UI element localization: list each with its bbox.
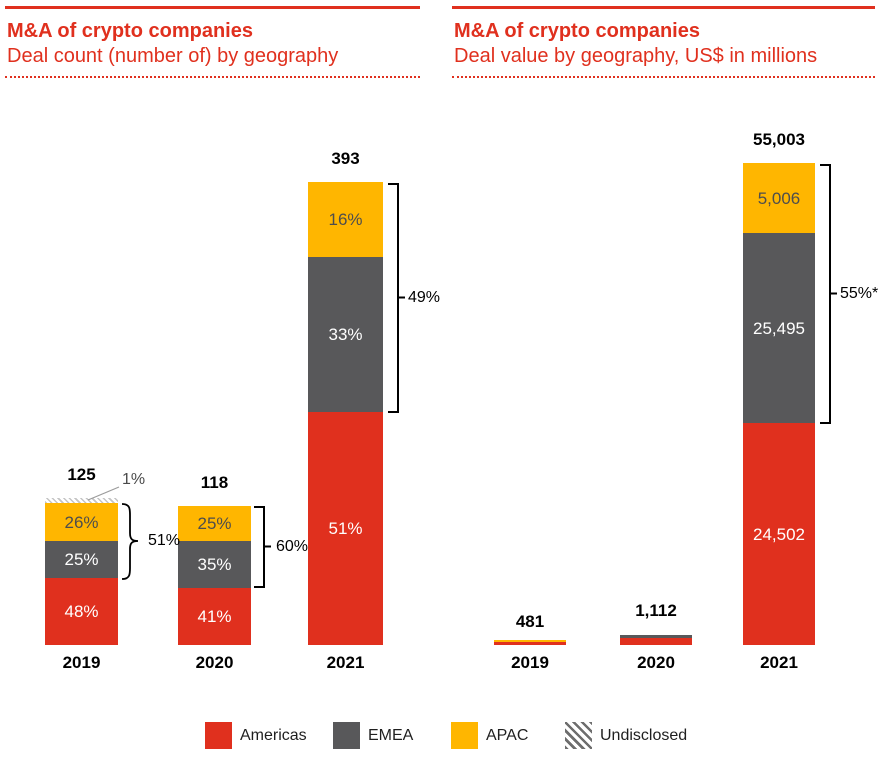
bar-deal-value-2019 bbox=[494, 640, 566, 645]
segment-emea-2020: 35% bbox=[178, 541, 251, 588]
bracket-label-deal-count-0: 51% bbox=[148, 532, 181, 549]
bracket-deal-count-1 bbox=[254, 506, 271, 588]
year-label-deal-count-2021: 2021 bbox=[326, 653, 365, 672]
total-label-deal-count-2021: 393 bbox=[331, 149, 360, 168]
segment-americas-2021: 24,502 bbox=[743, 423, 815, 645]
right-chart-subtitle: Deal value by geography, US$ in millions bbox=[454, 45, 818, 67]
total-label-deal-value-2021: 55,003 bbox=[753, 130, 805, 149]
total-label-deal-count-2019: 125 bbox=[67, 465, 96, 484]
left-chart-subtitle: Deal count (number of) by geography bbox=[7, 45, 339, 67]
total-label-deal-value-2020: 1,112 bbox=[635, 601, 677, 620]
segment-emea-2019: 25% bbox=[45, 541, 118, 578]
segment-emea-2021: 25,495 bbox=[743, 233, 815, 423]
total-label-deal-value-2019: 481 bbox=[515, 612, 545, 631]
bar-deal-value-2020 bbox=[620, 635, 692, 645]
segment-emea-2021: 33% bbox=[308, 257, 383, 412]
legend-swatch-undisclosed bbox=[565, 722, 592, 749]
bracket-deal-value-0 bbox=[820, 164, 837, 424]
legend-label-americas: Americas bbox=[240, 726, 307, 744]
right-chart-title: M&A of crypto companies bbox=[454, 20, 700, 42]
legend-swatch-apac bbox=[451, 722, 478, 749]
segment-apac-2020: 25% bbox=[178, 506, 251, 541]
bracket-label-deal-value-0: 55%* bbox=[840, 284, 879, 302]
bracket-label-deal-count-1: 60% bbox=[276, 537, 309, 555]
bar-deal-value-2021: 5,006 25,495 24,502 bbox=[743, 163, 815, 645]
segment-americas-2019: 48% bbox=[45, 578, 118, 645]
segment-emea-2020 bbox=[620, 635, 692, 638]
segment-americas-2020: 41% bbox=[178, 588, 251, 645]
legend-swatch-emea bbox=[333, 722, 360, 749]
bar-deal-count-2019: 26% 25% 48% bbox=[45, 498, 118, 645]
bracket-deal-count-2 bbox=[388, 183, 405, 413]
bar-deal-count-2021: 16% 33% 51% bbox=[308, 182, 383, 645]
segment-apac-2021: 16% bbox=[308, 182, 383, 257]
year-label-deal-value-2020: 2020 bbox=[637, 653, 675, 672]
total-label-deal-count-2020: 118 bbox=[200, 473, 229, 492]
legend-swatch-americas bbox=[205, 722, 232, 749]
legend-item-apac: APAC bbox=[451, 722, 528, 749]
segment-undisclosed-2019 bbox=[45, 498, 118, 503]
year-label-deal-value-2019: 2019 bbox=[511, 653, 549, 672]
left-chart-title: M&A of crypto companies bbox=[7, 20, 253, 42]
callout-leader-line bbox=[87, 486, 120, 501]
callout-label-undisclosed: 1% bbox=[122, 471, 146, 488]
legend-label-emea: EMEA bbox=[368, 726, 414, 744]
legend-item-undisclosed: Undisclosed bbox=[565, 722, 687, 749]
bracket-label-deal-count-2: 49% bbox=[408, 288, 441, 306]
segment-americas-2019 bbox=[494, 642, 566, 645]
right-chart-header: M&A of crypto companies Deal value by ge… bbox=[452, 6, 875, 78]
legend-label-apac: APAC bbox=[486, 726, 529, 744]
year-label-deal-value-2021: 2021 bbox=[760, 653, 798, 672]
segment-apac-2019 bbox=[494, 640, 566, 642]
bar-deal-count-2020: 25% 35% 41% bbox=[178, 506, 251, 645]
bracket-deal-count-0 bbox=[121, 503, 139, 580]
segment-apac-2021: 5,006 bbox=[743, 163, 815, 233]
year-label-deal-count-2020: 2020 bbox=[195, 653, 234, 672]
segment-apac-2019: 26% bbox=[45, 503, 118, 541]
legend-item-americas: Americas bbox=[205, 722, 307, 749]
segment-americas-2021: 51% bbox=[308, 412, 383, 645]
left-chart-header: M&A of crypto companies Deal count (numb… bbox=[5, 6, 420, 78]
legend-item-emea: EMEA bbox=[333, 722, 413, 749]
year-label-deal-count-2019: 2019 bbox=[62, 653, 101, 672]
legend-label-undisclosed: Undisclosed bbox=[600, 726, 688, 744]
segment-americas-2020 bbox=[620, 638, 692, 645]
